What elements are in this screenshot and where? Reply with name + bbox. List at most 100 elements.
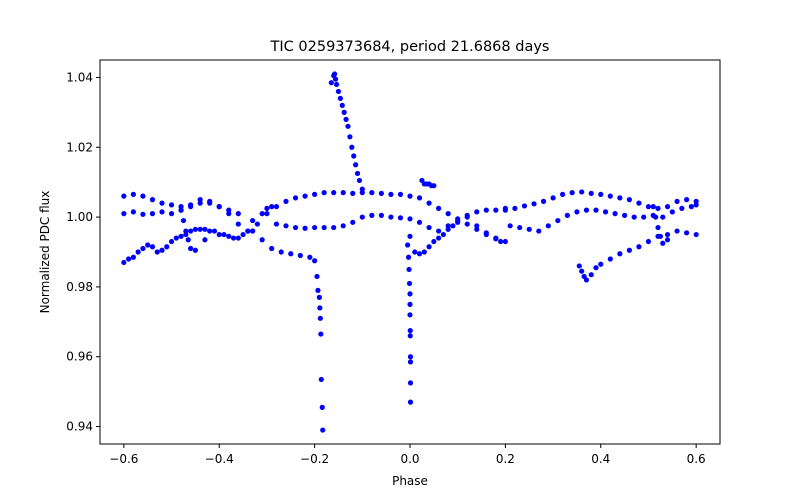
data-point bbox=[180, 217, 187, 224]
data-point bbox=[545, 223, 551, 229]
data-point bbox=[149, 211, 156, 217]
data-point bbox=[188, 245, 194, 252]
data-point bbox=[312, 191, 318, 197]
data-point bbox=[356, 177, 363, 184]
data-point bbox=[226, 207, 232, 213]
data-point bbox=[149, 244, 156, 250]
data-point bbox=[245, 228, 251, 234]
data-point bbox=[317, 315, 323, 321]
data-point bbox=[407, 216, 413, 222]
data-point bbox=[688, 204, 694, 210]
data-point bbox=[436, 228, 442, 234]
data-point bbox=[636, 200, 642, 206]
data-point bbox=[378, 212, 384, 218]
data-point bbox=[192, 247, 198, 253]
data-point bbox=[197, 226, 203, 232]
data-point bbox=[598, 191, 604, 197]
data-point bbox=[397, 191, 404, 197]
data-point bbox=[407, 359, 414, 365]
data-point bbox=[302, 225, 308, 231]
data-point bbox=[202, 226, 208, 232]
x-tick-label: 0.4 bbox=[591, 452, 610, 466]
data-point bbox=[369, 212, 375, 218]
data-point bbox=[684, 230, 690, 236]
data-point bbox=[474, 209, 480, 215]
data-point bbox=[335, 88, 342, 95]
data-point bbox=[622, 212, 628, 218]
data-point bbox=[653, 214, 659, 220]
data-point bbox=[278, 249, 284, 255]
data-point bbox=[526, 226, 532, 232]
data-point bbox=[588, 190, 594, 196]
data-point bbox=[684, 197, 690, 203]
data-point bbox=[512, 205, 518, 211]
data-point bbox=[318, 331, 324, 337]
data-point bbox=[347, 134, 353, 140]
x-tick-label: 0.2 bbox=[496, 452, 515, 466]
data-point bbox=[188, 204, 194, 210]
data-point bbox=[674, 228, 680, 234]
data-point bbox=[407, 327, 413, 334]
data-point bbox=[407, 193, 413, 199]
data-point bbox=[145, 242, 151, 248]
data-point bbox=[226, 233, 232, 239]
y-tick-label: 1.02 bbox=[66, 140, 93, 154]
data-point bbox=[445, 211, 451, 217]
data-point bbox=[130, 191, 136, 197]
x-tick-label: −0.4 bbox=[205, 452, 234, 466]
data-point bbox=[312, 258, 318, 264]
data-point bbox=[626, 197, 632, 203]
data-point bbox=[388, 191, 394, 197]
data-point bbox=[593, 207, 599, 213]
data-point bbox=[168, 211, 175, 217]
data-point bbox=[407, 301, 413, 307]
data-point bbox=[583, 207, 590, 213]
data-point bbox=[317, 305, 323, 311]
data-point bbox=[431, 238, 437, 245]
data-point bbox=[655, 205, 661, 211]
data-point bbox=[159, 247, 165, 253]
data-point bbox=[283, 223, 289, 229]
data-point bbox=[397, 215, 404, 221]
data-point bbox=[405, 242, 411, 248]
data-point bbox=[254, 221, 260, 227]
data-point bbox=[354, 170, 361, 177]
data-point bbox=[359, 214, 365, 220]
data-point bbox=[211, 228, 218, 234]
y-tick-label: 1.04 bbox=[66, 70, 93, 84]
data-point bbox=[416, 195, 423, 201]
data-point bbox=[292, 195, 299, 201]
data-point bbox=[421, 249, 427, 255]
data-point bbox=[154, 249, 160, 255]
data-point bbox=[507, 223, 513, 229]
data-point bbox=[388, 214, 394, 220]
data-point bbox=[564, 212, 570, 218]
y-axis-ticks: 0.94 0.96 0.98 1.00 1.02 1.04 bbox=[66, 70, 100, 434]
data-point bbox=[412, 249, 418, 255]
data-point bbox=[339, 102, 345, 108]
data-point bbox=[264, 205, 270, 211]
data-point bbox=[350, 219, 356, 225]
data-point bbox=[378, 190, 384, 196]
x-tick-label: 0.6 bbox=[687, 452, 706, 466]
data-point bbox=[341, 109, 347, 115]
data-point bbox=[679, 205, 685, 211]
data-point bbox=[140, 245, 146, 252]
data-point bbox=[321, 190, 327, 196]
data-point bbox=[657, 233, 663, 239]
data-point bbox=[607, 193, 613, 199]
data-point bbox=[314, 273, 320, 280]
data-point bbox=[664, 231, 671, 238]
data-point bbox=[159, 200, 165, 206]
data-point bbox=[602, 209, 609, 215]
data-point bbox=[250, 228, 256, 234]
data-point bbox=[178, 207, 184, 213]
chart-title: TIC 0259373684, period 21.6868 days bbox=[270, 39, 550, 55]
data-point bbox=[405, 254, 412, 260]
data-point bbox=[269, 204, 275, 210]
data-point bbox=[436, 205, 442, 211]
y-tick-label: 1.00 bbox=[66, 210, 93, 224]
data-point bbox=[250, 217, 256, 224]
data-point bbox=[574, 209, 580, 215]
data-point bbox=[502, 238, 508, 245]
